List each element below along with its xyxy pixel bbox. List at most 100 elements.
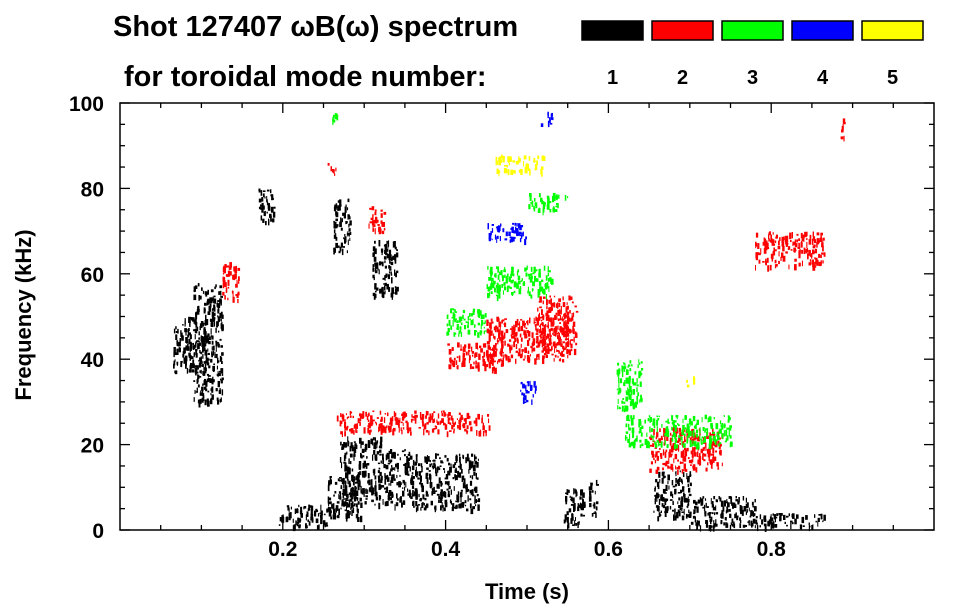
spectral-pixel <box>511 226 514 233</box>
spectral-pixel <box>523 329 525 336</box>
spectral-pixel <box>520 389 522 392</box>
spectral-pixel <box>492 279 494 282</box>
spectral-pixel <box>187 330 190 337</box>
spectral-pixel <box>727 502 730 508</box>
spectral-pixel <box>374 437 376 442</box>
spectral-pixel <box>562 353 565 357</box>
spectral-pixel <box>589 490 591 496</box>
spectral-pixel <box>524 395 527 401</box>
spectral-pixel <box>565 333 568 337</box>
spectral-pixel <box>406 459 409 465</box>
spectral-pixel <box>498 358 501 363</box>
spectral-pixel <box>704 430 706 433</box>
spectral-pixel <box>496 316 500 321</box>
spectral-pixel <box>575 490 577 498</box>
spectral-pixel <box>541 338 543 345</box>
spectral-pixel <box>695 434 699 438</box>
spectral-pixel <box>342 212 345 216</box>
spectral-pixel <box>367 425 369 427</box>
spectral-pixel <box>527 286 529 292</box>
spectral-pixel <box>567 354 569 359</box>
spectral-pixel <box>504 286 507 291</box>
spectral-pixel <box>555 343 558 346</box>
spectral-pixel <box>345 481 347 484</box>
spectral-pixel <box>203 307 206 314</box>
spectral-pixel <box>356 513 359 520</box>
spectral-pixel <box>347 440 350 447</box>
spectral-pixel <box>518 223 521 229</box>
spectral-pixel <box>515 226 517 231</box>
spectral-pixel <box>629 368 632 372</box>
spectral-pixel <box>843 135 845 142</box>
spectral-pixel <box>475 417 478 422</box>
spectral-pixel <box>677 470 679 475</box>
spectral-pixel <box>354 485 357 491</box>
spectral-pixel <box>271 219 273 222</box>
spectral-pixel <box>541 344 543 348</box>
spectral-pixel <box>207 400 210 407</box>
spectral-pixel <box>486 354 490 361</box>
spectral-pixel <box>649 426 651 433</box>
spectral-pixel <box>694 516 696 523</box>
spectral-pixel <box>202 341 205 348</box>
spectral-pixel <box>195 342 197 348</box>
spectral-pixel <box>469 480 473 486</box>
spectral-pixel <box>632 402 636 410</box>
spectral-pixel <box>491 238 493 241</box>
spectral-pixel <box>215 342 218 347</box>
spectral-pixel <box>489 354 492 358</box>
spectral-pixel <box>332 169 335 174</box>
spectral-pixel <box>676 431 678 438</box>
spectral-pixel <box>396 270 399 274</box>
spectral-pixel <box>339 496 342 500</box>
spectral-pixel <box>595 479 598 486</box>
spectral-pixel <box>705 520 708 524</box>
spectral-pixel <box>348 458 350 464</box>
spectral-pixel <box>260 190 263 196</box>
spectral-pixel <box>639 400 641 403</box>
spectral-pixel <box>193 294 197 301</box>
spectral-pixel <box>343 501 347 507</box>
spectral-pixel <box>333 206 337 212</box>
spectral-pixel <box>658 448 661 450</box>
spectral-pixel <box>562 296 564 301</box>
spectral-pixel <box>462 360 464 366</box>
spectral-pixel <box>388 450 391 454</box>
spectral-pixel <box>391 287 394 294</box>
spectral-pixel <box>383 283 386 285</box>
spectral-pixel <box>444 481 448 485</box>
spectral-pixel <box>803 247 806 254</box>
spectral-pixel <box>396 249 398 252</box>
spectral-pixel <box>273 206 276 209</box>
spectral-pixel <box>200 369 202 374</box>
spectral-pixel <box>460 322 463 326</box>
spectral-pixel <box>409 427 412 432</box>
spectral-pixel <box>433 486 435 494</box>
spectral-pixel <box>548 201 552 203</box>
spectral-pixel <box>229 271 232 276</box>
y-tick-label: 20 <box>81 435 104 458</box>
spectral-pixel <box>728 496 732 499</box>
spectral-pixel <box>565 492 568 495</box>
spectral-pixel <box>719 428 722 434</box>
spectral-pixel <box>384 285 386 291</box>
spectral-pixel <box>552 333 555 335</box>
spectral-pixel <box>518 169 522 173</box>
spectral-pixel <box>391 465 393 468</box>
spectral-pixel <box>717 464 719 468</box>
spectral-pixel <box>383 227 386 231</box>
spectral-pixel <box>367 480 369 484</box>
spectral-pixel <box>563 334 566 338</box>
spectral-pixel <box>697 520 700 526</box>
spectral-pixel <box>720 500 724 507</box>
spectral-pixel <box>541 309 543 315</box>
spectral-pixel <box>549 330 551 335</box>
spectral-pixel <box>465 457 467 464</box>
spectral-pixel <box>561 316 563 322</box>
spectral-pixel <box>678 497 681 501</box>
spectral-pixel <box>590 491 592 494</box>
spectral-pixel <box>389 471 391 476</box>
spectral-pixel <box>563 345 565 352</box>
spectral-pixel <box>341 431 343 437</box>
spectral-pixel <box>384 249 387 254</box>
